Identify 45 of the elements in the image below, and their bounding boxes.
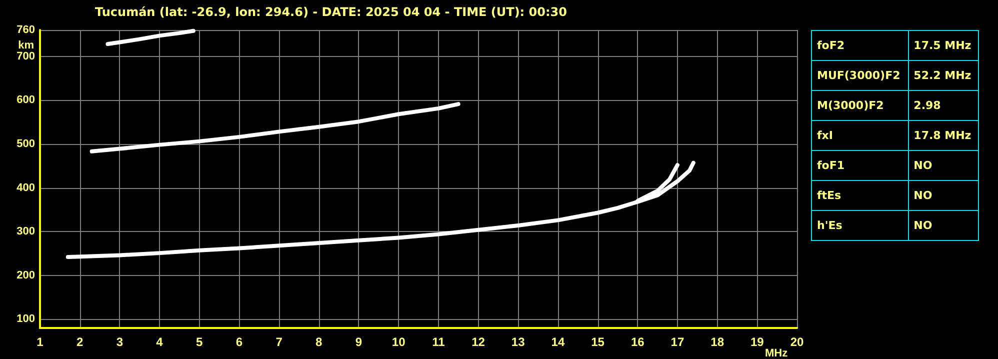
text: foF2 [812,30,908,60]
x-tick-label: 11 [432,335,446,349]
x-tick-label: 5 [196,335,204,349]
chart-title: Tucumán (lat: -26.9, lon: 294.6) - DATE: 2025 04 04 - TIME (UT): 00:30 [95,5,567,19]
y-tick-label: 600 [16,94,35,106]
text: MUF(3000)F2 [812,60,908,90]
x-tick-label: 15 [591,335,605,349]
x-axis-title: MHz [765,348,788,359]
y-tick-label: 500 [16,138,35,150]
x-tick-label: 19 [750,335,764,349]
text: 17.5 MHz [908,30,978,60]
text: h'Es [812,210,908,240]
text: NO [908,150,978,180]
text: foF1 [812,150,908,180]
y-tick-label: 100 [16,313,35,326]
y-tick-label: 400 [16,182,35,194]
text: NO [908,210,978,240]
x-tick-label: 2 [76,335,84,349]
x-tick-label: 8 [316,335,323,349]
y-tick-label: 200 [16,269,35,282]
x-tick-label: 9 [355,335,362,349]
text: 17.8 MHz [908,120,978,150]
text: 52.2 MHz [908,60,978,90]
text: ftEs [812,180,908,210]
y-axis-title: km [18,39,34,52]
x-tick-label: 16 [630,335,645,349]
y-tick-label: 760 [16,24,35,36]
text: M(3000)F2 [812,90,908,120]
text: fxI [812,120,908,150]
x-tick-label: 12 [472,335,486,349]
x-tick-label: 17 [670,335,684,349]
y-tick-label: 300 [16,226,35,238]
x-tick-label: 10 [392,335,406,349]
x-tick-label: 20 [790,335,804,349]
x-tick-label: 4 [156,335,164,349]
x-tick-label: 1 [36,335,44,349]
x-tick-label: 18 [710,335,724,349]
x-tick-label: 3 [116,335,124,349]
x-tick-label: 13 [511,335,526,349]
x-tick-label: 14 [551,335,565,349]
y-tick-label: 700 [16,50,35,62]
x-tick-label: 6 [236,335,243,349]
text: NO [908,180,978,210]
text: 2.98 [908,90,978,120]
x-tick-label: 7 [276,335,283,349]
